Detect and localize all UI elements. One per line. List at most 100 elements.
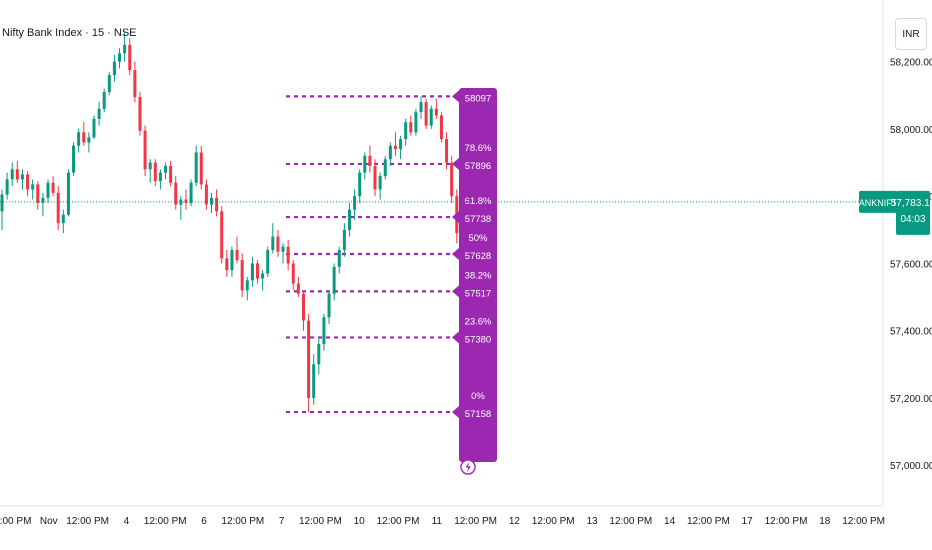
candle-body [220, 211, 224, 259]
candle-body [66, 172, 70, 215]
fib-price-label: 57738 [465, 214, 491, 225]
candle-body [72, 145, 76, 173]
x-tick-label: 12:00 PM [144, 516, 187, 527]
candle-body [307, 320, 311, 398]
candle-body [353, 196, 357, 210]
candle-body [378, 176, 382, 190]
candle-body [424, 102, 428, 126]
y-tick-label: 57,400.00 [890, 327, 932, 338]
candle-body [199, 152, 203, 185]
candle-body [36, 184, 40, 203]
fibonacci-label-panel: 100% 58097 78.6% 57896 61.8% 57738 50% 57628 38.… [452, 75, 497, 462]
x-tick-label: 17 [742, 516, 754, 527]
candle-body [51, 182, 55, 193]
candle-body [118, 53, 122, 62]
candle-body [82, 132, 86, 143]
candle-body [363, 155, 367, 173]
fib-panel-pointer [452, 211, 459, 224]
candle-body [123, 44, 127, 54]
fib-price-label: 58097 [465, 93, 491, 104]
x-tick-label: 12:00 PM [532, 516, 575, 527]
candle-body [0, 194, 4, 212]
candle-body [41, 197, 45, 203]
chart-title: Nifty Bank Index · 15 · NSE [2, 27, 137, 39]
candle-body [276, 236, 280, 252]
x-tick-label: 10 [354, 516, 366, 527]
candle-body [77, 132, 81, 146]
candle-body [358, 172, 362, 197]
fibonacci-levels [286, 95, 461, 414]
candle-body [31, 184, 35, 190]
fib-ratio-label: 0% [471, 391, 485, 402]
x-tick-label: 12 [509, 516, 521, 527]
candle-body [332, 266, 336, 294]
price-tag-bg [896, 190, 930, 235]
candle-body [317, 344, 321, 365]
x-tick-label: 12:00 PM [842, 516, 885, 527]
x-tick-label: Nov [40, 516, 58, 527]
fib-price-label: 57896 [465, 161, 491, 172]
candle-body [429, 108, 433, 126]
candle-body [189, 182, 193, 203]
fib-ratio-label: 61.8% [465, 196, 492, 207]
candle-body [46, 182, 50, 198]
fib-ratio-label: 78.6% [465, 143, 492, 154]
candle-body [102, 91, 106, 109]
currency-selector[interactable]: INR [895, 18, 927, 50]
candle-body [112, 61, 116, 76]
candle-body [56, 192, 60, 224]
countdown-label: 04:03 [900, 214, 925, 225]
x-tick-label: 12:00 PM [687, 516, 730, 527]
x-tick-label: 12:00 PM [66, 516, 109, 527]
candle-body [235, 250, 239, 261]
candle-body [10, 169, 14, 180]
candle-body [143, 130, 147, 170]
candle-body [286, 246, 290, 264]
y-axis: 58,200.0058,000.0057,800.0057,600.0057,4… [890, 58, 932, 472]
candle-body [245, 280, 249, 291]
fib-panel-pointer [452, 90, 459, 103]
candle-body [204, 184, 208, 205]
y-tick-label: 57,000.00 [890, 461, 932, 472]
candle-body [266, 250, 270, 274]
fib-ratio-label: 50% [468, 233, 488, 244]
candle-body [230, 250, 234, 271]
candle-body [174, 182, 178, 205]
candle-body [368, 155, 372, 166]
candle-body [337, 250, 341, 267]
candle-body [342, 229, 346, 250]
y-tick-label: 58,000.00 [890, 125, 932, 136]
x-tick-label: 13 [586, 516, 598, 527]
fib-panel-pointer [452, 285, 459, 298]
candle-body [388, 145, 392, 160]
candle-body [26, 174, 30, 190]
candlesticks [0, 31, 469, 413]
fib-price-label: 57158 [465, 409, 491, 420]
candle-body [87, 137, 91, 143]
candle-body [255, 263, 259, 279]
candle-body [261, 273, 265, 279]
fib-ratio-label: 23.6% [465, 316, 492, 327]
x-tick-label: 12:00 PM [221, 516, 264, 527]
fib-ratio-label: 100% [466, 75, 491, 86]
candle-body [97, 108, 101, 119]
fib-price-label: 57517 [465, 288, 491, 299]
candle-body [194, 152, 198, 183]
lightning-icon[interactable] [460, 459, 476, 475]
candle-body [164, 165, 168, 173]
candle-body [383, 159, 387, 177]
x-tick-label: 4 [124, 516, 130, 527]
candle-body [133, 70, 137, 98]
fib-panel-pointer [452, 331, 459, 344]
candle-body [291, 263, 295, 284]
x-tick-label: 12:00 PM [454, 516, 497, 527]
x-axis: 12:00 PM Nov 12:00 PM 4 12:00 PM 6 12:00 PM 7 12… [0, 516, 885, 527]
x-tick-label: 14 [664, 516, 676, 527]
candle-body [414, 112, 418, 133]
candle-body [434, 108, 438, 116]
fib-panel-pointer [452, 248, 459, 261]
y-tick-label: 58,200.00 [890, 58, 932, 69]
candle-body [439, 115, 443, 140]
